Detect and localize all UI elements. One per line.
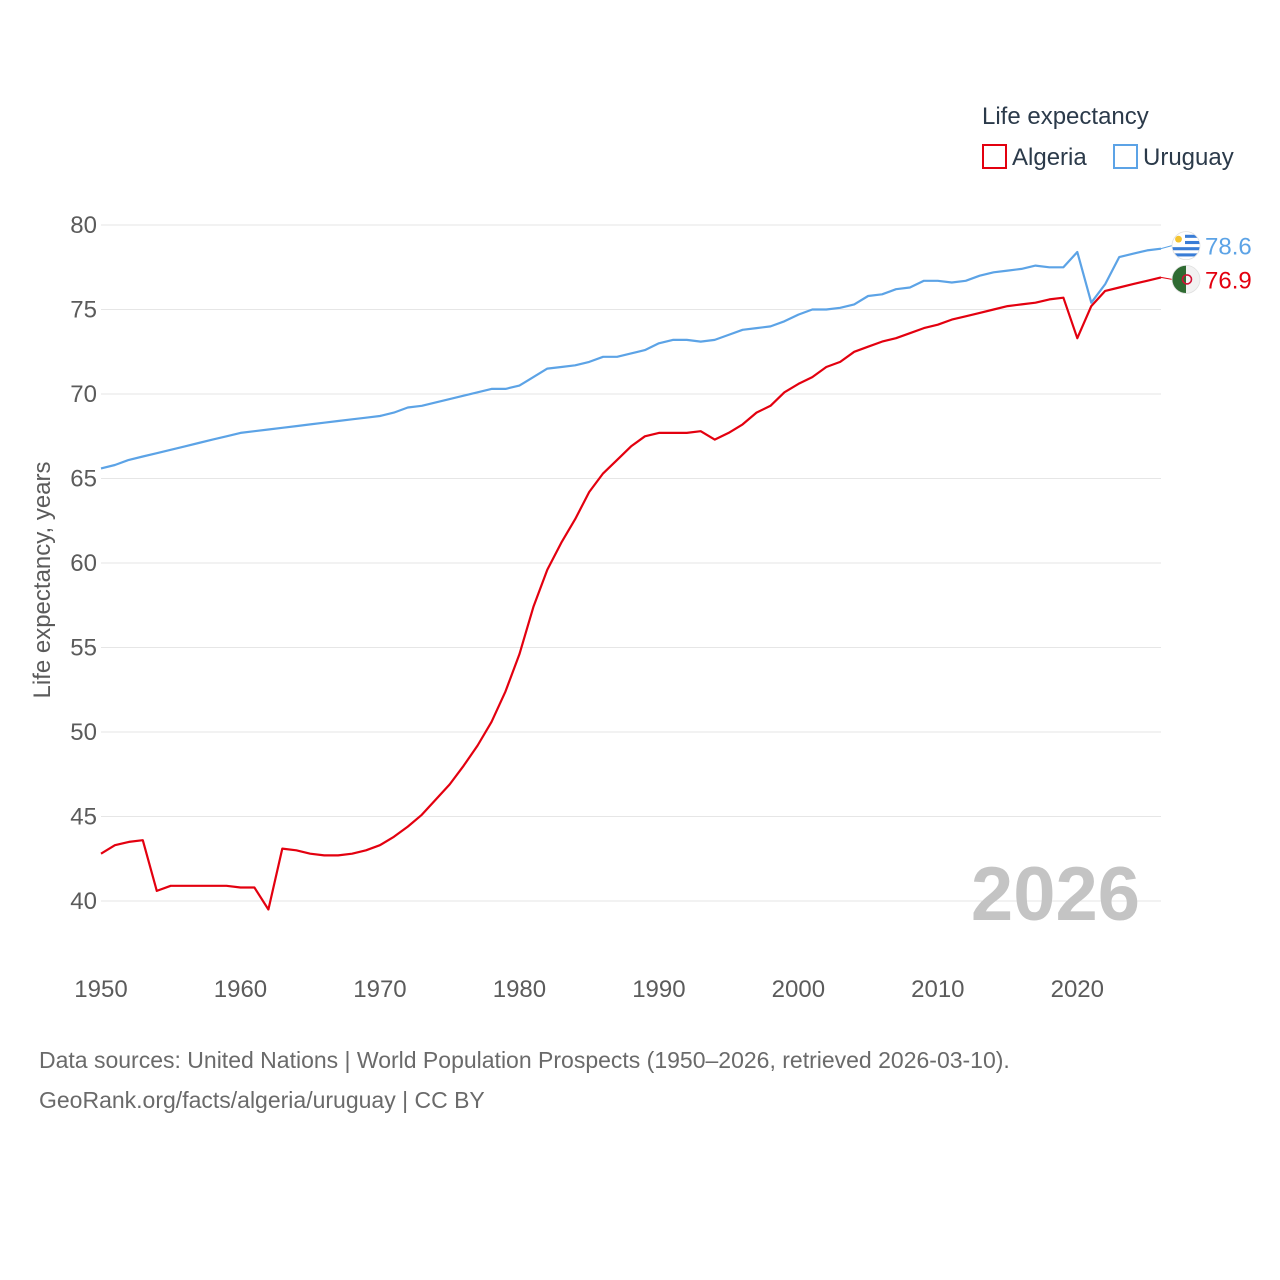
y-tick-label-60: 60: [70, 550, 97, 577]
series-line-algeria[interactable]: [100, 276, 1162, 911]
y-axis-label: Life expectancy, years: [29, 461, 56, 698]
x-tick-label-1950: 1950: [74, 976, 127, 1003]
legend-title: Life expectancy: [982, 103, 1149, 130]
legend-label-uruguay: Uruguay: [1143, 144, 1234, 171]
end-value-label-algeria: 76.9: [1205, 267, 1252, 294]
y-tick-label-65: 65: [70, 466, 97, 493]
end-value-label-uruguay: 78.6: [1205, 234, 1252, 261]
legend-label-algeria: Algeria: [1012, 144, 1087, 171]
chart-series: [100, 247, 1162, 911]
y-tick-label-40: 40: [70, 888, 97, 915]
algeria-flag-icon: [1171, 264, 1201, 294]
x-tick-label-1990: 1990: [632, 976, 685, 1003]
year-watermark: 2026: [971, 852, 1140, 937]
y-axis-ticks: 40 45 50 55 60 65 70 75 80: [70, 212, 97, 915]
series-line-uruguay[interactable]: [100, 247, 1162, 470]
y-tick-label-70: 70: [70, 381, 97, 408]
end-connector-algeria: [1160, 276, 1173, 280]
legend-item-uruguay[interactable]: Uruguay: [1113, 144, 1234, 171]
uruguay-flag-icon: [1171, 231, 1201, 261]
y-tick-label-45: 45: [70, 804, 97, 831]
end-connector-uruguay: [1160, 245, 1173, 250]
legend-swatch-algeria: [982, 144, 1007, 169]
legend-swatch-uruguay: [1113, 144, 1138, 169]
x-tick-label-2000: 2000: [772, 976, 825, 1003]
chart-gridlines: [101, 224, 1161, 902]
y-tick-label-80: 80: [70, 212, 97, 239]
x-tick-label-2020: 2020: [1051, 976, 1104, 1003]
data-sources-note: Data sources: United Nations | World Pop…: [39, 1047, 1010, 1073]
y-tick-label-75: 75: [70, 297, 97, 324]
legend-item-algeria[interactable]: Algeria: [982, 144, 1087, 171]
y-tick-label-50: 50: [70, 719, 97, 746]
x-tick-label-1970: 1970: [353, 976, 406, 1003]
x-tick-label-2010: 2010: [911, 976, 964, 1003]
x-tick-label-1980: 1980: [493, 976, 546, 1003]
x-tick-label-1960: 1960: [214, 976, 267, 1003]
y-tick-label-55: 55: [70, 635, 97, 662]
credit-link[interactable]: GeoRank.org/facts/algeria/uruguay | CC B…: [39, 1087, 485, 1113]
x-axis-ticks: 1950 1960 1970 1980 1990 2000 2010 2020: [74, 976, 1104, 1003]
series-end-markers: 76.9 78.6: [1160, 231, 1252, 294]
